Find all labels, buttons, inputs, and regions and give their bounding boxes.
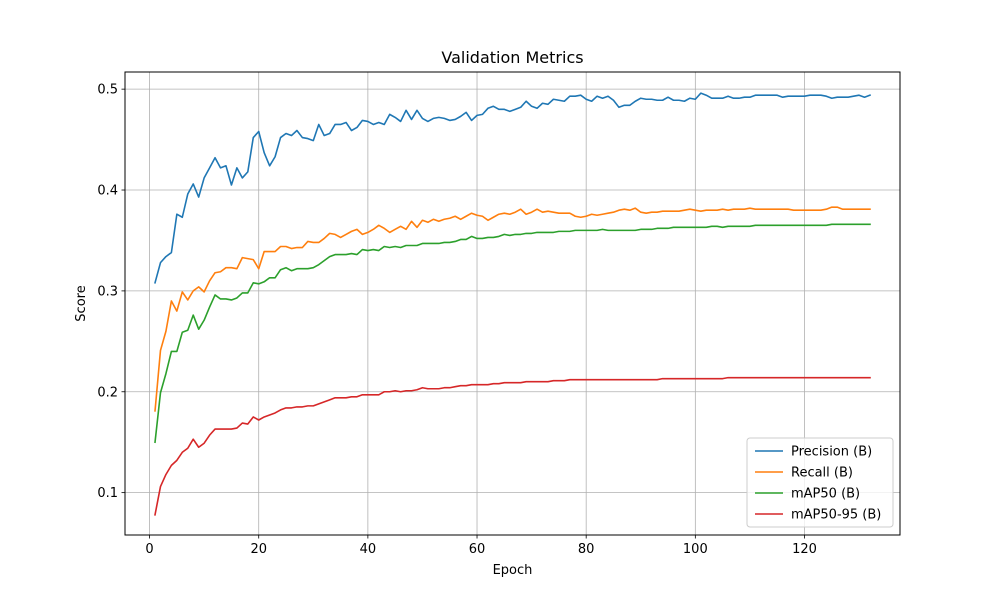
tick-layer: 0 20 40 60 80 100 120 0.1 0.2 0.3 0.4 0.5 bbox=[97, 83, 817, 557]
chart-title: Validation Metrics bbox=[441, 48, 583, 67]
y-tick-label: 0.4 bbox=[97, 184, 118, 199]
x-tick-label: 0 bbox=[145, 542, 153, 557]
y-tick-label: 0.3 bbox=[97, 284, 118, 299]
x-tick-label: 100 bbox=[683, 542, 708, 557]
x-tick-label: 120 bbox=[792, 542, 817, 557]
legend-label: mAP50 (B) bbox=[791, 487, 860, 502]
series-line-recall-b bbox=[154, 206, 871, 412]
y-tick-label: 0.1 bbox=[97, 486, 118, 501]
x-tick-label: 80 bbox=[578, 542, 595, 557]
legend-label: mAP50-95 (B) bbox=[791, 508, 881, 523]
series-line-map50-95-b bbox=[154, 376, 871, 516]
legend-box bbox=[746, 437, 894, 528]
x-tick-label: 60 bbox=[469, 542, 486, 557]
series-line-precision-b bbox=[154, 92, 872, 284]
y-tick-label: 0.2 bbox=[97, 385, 118, 400]
x-axis-label: Epoch bbox=[493, 563, 533, 578]
y-tick-label: 0.5 bbox=[97, 83, 118, 98]
legend-label: Recall (B) bbox=[791, 466, 853, 481]
plot-frame bbox=[124, 71, 901, 536]
x-tick-label: 20 bbox=[250, 542, 267, 557]
series-layer bbox=[154, 92, 872, 516]
y-axis-label: Score bbox=[74, 285, 89, 321]
x-tick-label: 40 bbox=[360, 542, 377, 557]
legend-label: Precision (B) bbox=[791, 445, 872, 460]
series-line-map50-b bbox=[154, 223, 871, 444]
grid-layer bbox=[125, 72, 900, 535]
legend: Precision (B) Recall (B) mAP50 (B) mAP50-95… bbox=[746, 437, 894, 528]
